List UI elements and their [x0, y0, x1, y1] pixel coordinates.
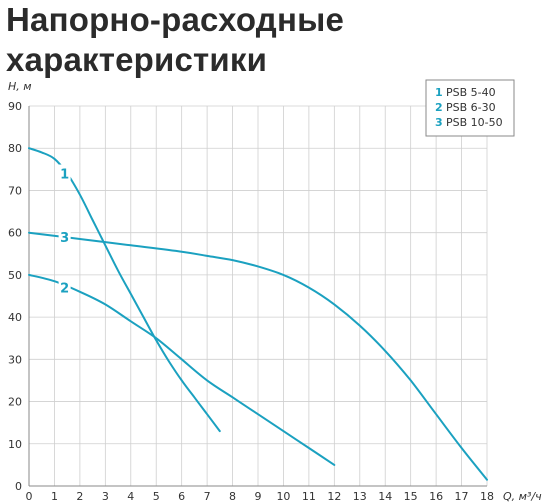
x-tick-label: 6 [178, 490, 185, 503]
x-tick-label: 2 [76, 490, 83, 503]
y-axis-label: H, м [8, 80, 32, 93]
y-tick-label: 20 [8, 396, 22, 409]
curve-label-backing [58, 227, 71, 244]
y-tick-label: 0 [15, 480, 22, 493]
series-line-3 [28, 231, 488, 481]
x-tick-label: 4 [127, 490, 134, 503]
x-tick-label: 0 [26, 490, 33, 503]
y-tick-label: 30 [8, 353, 22, 366]
x-tick-label: 13 [353, 490, 367, 503]
curve-label-backing [58, 164, 71, 181]
legend-entry: PSB 6-30 [446, 101, 496, 114]
legend-box [425, 79, 515, 137]
y-axis-ticks: 0 10 20 30 40 50 60 70 80 90 [8, 100, 22, 493]
legend-number: 1 [435, 86, 443, 99]
y-tick-label: 50 [8, 269, 22, 282]
x-tick-label: 10 [276, 490, 290, 503]
series-line-2 [28, 273, 336, 466]
y-tick-label: 90 [8, 100, 22, 113]
y-tick-label: 60 [8, 227, 22, 240]
y-tick-label: 10 [8, 438, 22, 451]
curve-label-2: 2 [60, 282, 69, 297]
x-axis-ticks: 0 1 2 3 4 5 6 7 8 9 10 11 12 13 14 15 16 17 18 [26, 490, 495, 503]
legend-number: 3 [435, 116, 443, 129]
x-tick-label: 12 [327, 490, 341, 503]
x-tick-label: 15 [404, 490, 418, 503]
x-tick-label: 3 [102, 490, 109, 503]
chart-curve-labels: 1 3 2 [58, 164, 71, 297]
curve-label-1: 1 [60, 168, 69, 183]
chart-legend: 1 PSB 5-402 PSB 6-303 PSB 10-50 [425, 79, 515, 137]
page-title: Напорно-расходные характеристики [6, 1, 345, 78]
x-tick-label: 8 [229, 490, 236, 503]
x-tick-label: 16 [429, 490, 443, 503]
legend-entry: PSB 5-40 [446, 86, 496, 99]
x-tick-label: 1 [51, 490, 58, 503]
x-tick-label: 18 [480, 490, 494, 503]
x-tick-label: 5 [153, 490, 160, 503]
y-tick-label: 80 [8, 142, 22, 155]
curve-label-backing [58, 278, 71, 295]
x-axis-label: Q, м³/ч [503, 490, 542, 503]
curve-label-3: 3 [60, 231, 69, 246]
x-tick-label: 17 [455, 490, 469, 503]
x-tick-label: 14 [378, 490, 392, 503]
legend-number: 2 [435, 101, 443, 114]
x-tick-label: 11 [302, 490, 316, 503]
x-tick-label: 7 [204, 490, 211, 503]
legend-entry: PSB 10-50 [446, 116, 503, 129]
y-tick-label: 40 [8, 311, 22, 324]
chart-grid [28, 105, 488, 487]
y-tick-label: 70 [8, 184, 22, 197]
x-tick-label: 9 [255, 490, 262, 503]
